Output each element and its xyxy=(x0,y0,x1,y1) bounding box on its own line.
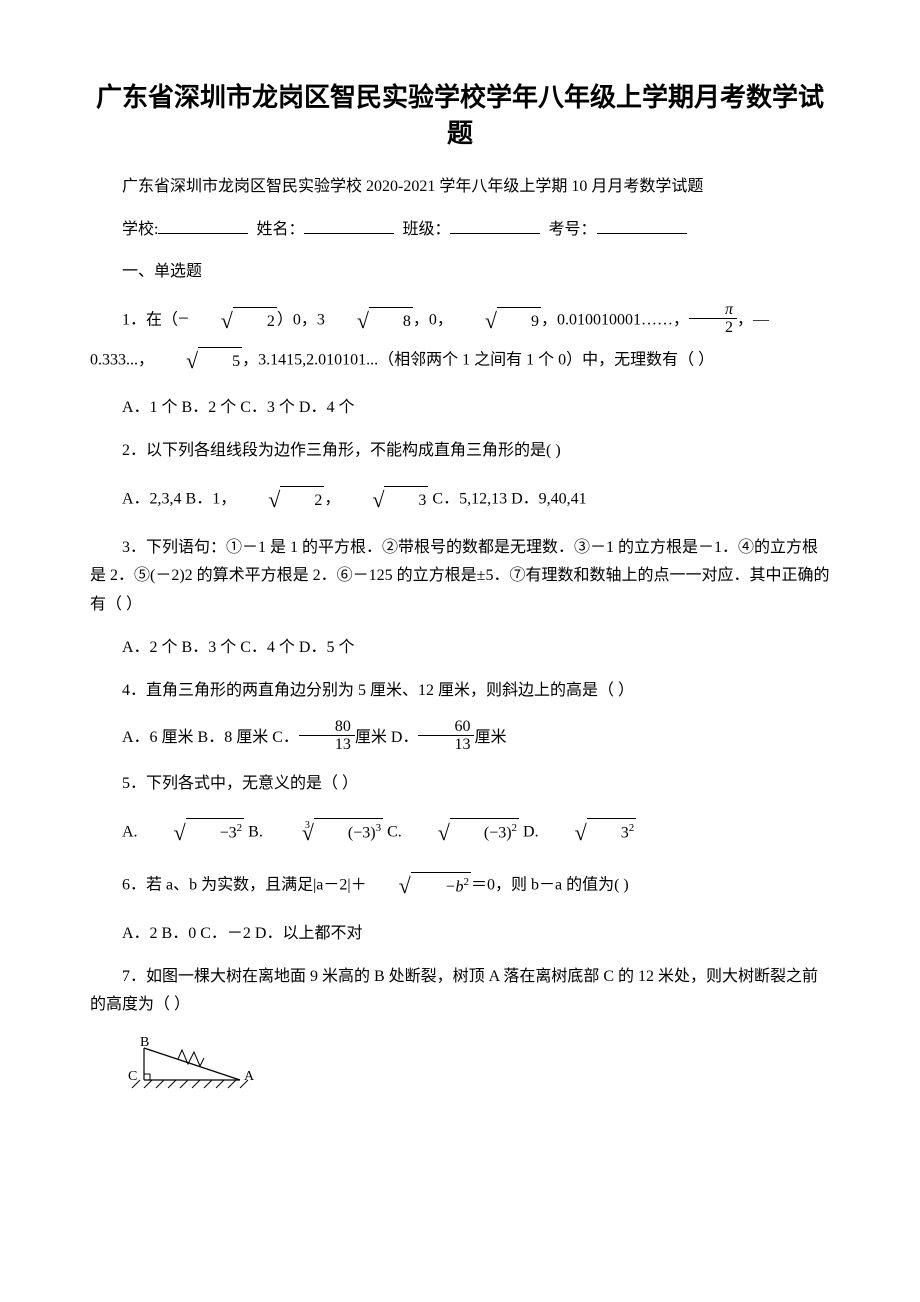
sqrt-3: 3 xyxy=(340,478,428,518)
Apow: 2 xyxy=(237,822,243,834)
q1-prefix: 1．在（ xyxy=(122,312,178,329)
label-C: C xyxy=(128,1069,137,1084)
q2-comma: ， xyxy=(324,490,340,507)
q2-rest: C．5,12,13 D．9,40,41 xyxy=(428,490,586,507)
name-label: 姓名： xyxy=(256,221,304,238)
q2-a: A．2,3,4 B．1， xyxy=(122,490,236,507)
q1-t5: ，3.1415,2.010101...（相邻两个 1 之间有 1 个 0）中，无… xyxy=(242,351,714,368)
name-blank xyxy=(304,233,394,234)
q4-end: 厘米 xyxy=(474,728,506,745)
ground-hatch xyxy=(132,1080,248,1088)
q1-neg: − xyxy=(178,309,189,330)
rad8: 8 xyxy=(369,307,413,337)
f2n: 60 xyxy=(418,718,474,737)
sqrt-negb2: −b2 xyxy=(367,864,471,904)
sqrt-8: 8 xyxy=(325,299,413,339)
q6-opts: A．2 B．0 C．－2 D．以上都不对 xyxy=(90,920,830,949)
q4-mid: 厘米 D． xyxy=(355,728,419,745)
q6-a: 6．若 a、b 为实数，且满足|a－2|＋ xyxy=(122,877,367,894)
frac-80-13: 8013 xyxy=(299,718,355,754)
q3-stem: 3．下列语句：①－1 是 1 的平方根．②带根号的数都是无理数．③－1 的立方根… xyxy=(90,534,830,620)
cuberoot-B: 3√(−3)3 xyxy=(267,811,383,851)
tree-diagram: B C A xyxy=(122,1034,830,1094)
radA: −32 xyxy=(186,818,245,848)
sqrt-C: (−3)2 xyxy=(406,811,519,851)
q1-opts: A．1 个 B．2 个 C．3 个 D．4 个 xyxy=(90,394,830,423)
q6pow: 2 xyxy=(464,876,470,888)
class-blank xyxy=(450,233,540,234)
q2-stem: 2．以下列各组线段为边作三角形，不能构成直角三角形的是( ) xyxy=(90,437,830,466)
section-head: 一、单选题 xyxy=(90,258,830,287)
rad3: 3 xyxy=(384,486,428,516)
form-line: 学校: 姓名： 班级： 考号： xyxy=(90,216,830,245)
q5-opts: A. −32 B. 3√(−3)3 C. (−3)2 D. 32 xyxy=(90,813,830,853)
sqrt-D: 32 xyxy=(543,811,637,851)
q5-D: D. xyxy=(523,823,539,840)
class-label: 班级： xyxy=(402,221,450,238)
q7-stem: 7．如图一棵大树在离地面 9 米高的 B 处断裂，树顶 A 落在离树底部 C 的… xyxy=(90,963,830,1021)
rad5: 5 xyxy=(198,347,242,377)
q4-a: A．6 厘米 B．8 厘米 C． xyxy=(122,728,299,745)
Dexp: 3 xyxy=(621,825,629,842)
q6neg: −b xyxy=(445,878,464,895)
sqrt-5: 5 xyxy=(154,339,242,379)
q1-t2: ，0， xyxy=(413,312,453,329)
school-label: 学校: xyxy=(122,221,158,238)
Dpow: 2 xyxy=(629,822,635,834)
q6-b: ＝0，则 b－a 的值为( ) xyxy=(471,877,629,894)
frac-60-13: 6013 xyxy=(418,718,474,754)
rad9: 9 xyxy=(497,307,541,337)
q5-B: B. xyxy=(248,823,263,840)
pi: π xyxy=(689,301,737,320)
examno-blank xyxy=(597,233,687,234)
school-blank xyxy=(158,233,248,234)
Cexp: (−3) xyxy=(484,825,512,842)
sqrt-2-a: 2 xyxy=(189,299,277,339)
f1n: 80 xyxy=(299,718,355,737)
q4-stem: 4．直角三角形的两直角边分别为 5 厘米、12 厘米，则斜边上的高是（ ） xyxy=(90,677,830,706)
Cpow: 2 xyxy=(512,822,518,834)
q2-opts: A．2,3,4 B．1， 2， 3 C．5,12,13 D．9,40,41 xyxy=(90,480,830,520)
q1-t3: ，0.010010001……， xyxy=(541,312,689,329)
line-BA xyxy=(144,1048,240,1080)
sqrt-9: 9 xyxy=(453,299,541,339)
rad2b: 2 xyxy=(280,486,324,516)
f1d: 13 xyxy=(299,736,355,754)
right-angle xyxy=(144,1074,150,1080)
Aexp: −3 xyxy=(220,825,237,842)
frac-pi-2: π2 xyxy=(689,301,737,337)
page-title: 广东省深圳市龙岗区智民实验学校学年八年级上学期月考数学试题 xyxy=(90,80,830,153)
f2d: 13 xyxy=(418,736,474,754)
q1-stem: 1．在（−2）0，38，0，9，0.010010001……，π2，—0.333.… xyxy=(90,301,830,380)
rad2: 2 xyxy=(233,307,277,337)
subtitle-text: 广东省深圳市龙岗区智民实验学校 2020-2021 学年八年级上学期 10 月月… xyxy=(90,173,830,202)
q6-stem: 6．若 a、b 为实数，且满足|a－2|＋−b2＝0，则 b－a 的值为( ) xyxy=(90,866,830,906)
examno-label: 考号： xyxy=(548,221,596,238)
q5-A: A. xyxy=(122,823,138,840)
q5-stem: 5．下列各式中，无意义的是（ ） xyxy=(90,770,830,799)
q4-opts: A．6 厘米 B．8 厘米 C．8013厘米 D．6013厘米 xyxy=(90,720,830,756)
Bexp: (−3) xyxy=(348,825,376,842)
q1-t1: ）0，3 xyxy=(277,312,325,329)
sqrt-A: −32 xyxy=(142,811,245,851)
Bpow: 3 xyxy=(376,822,382,834)
sqrt-2-b: 2 xyxy=(236,478,324,518)
tree-svg: B C A xyxy=(122,1034,262,1094)
q5-C: C. xyxy=(387,823,402,840)
two: 2 xyxy=(689,319,737,337)
q3-opts: A．2 个 B．3 个 C．4 个 D．5 个 xyxy=(90,634,830,663)
